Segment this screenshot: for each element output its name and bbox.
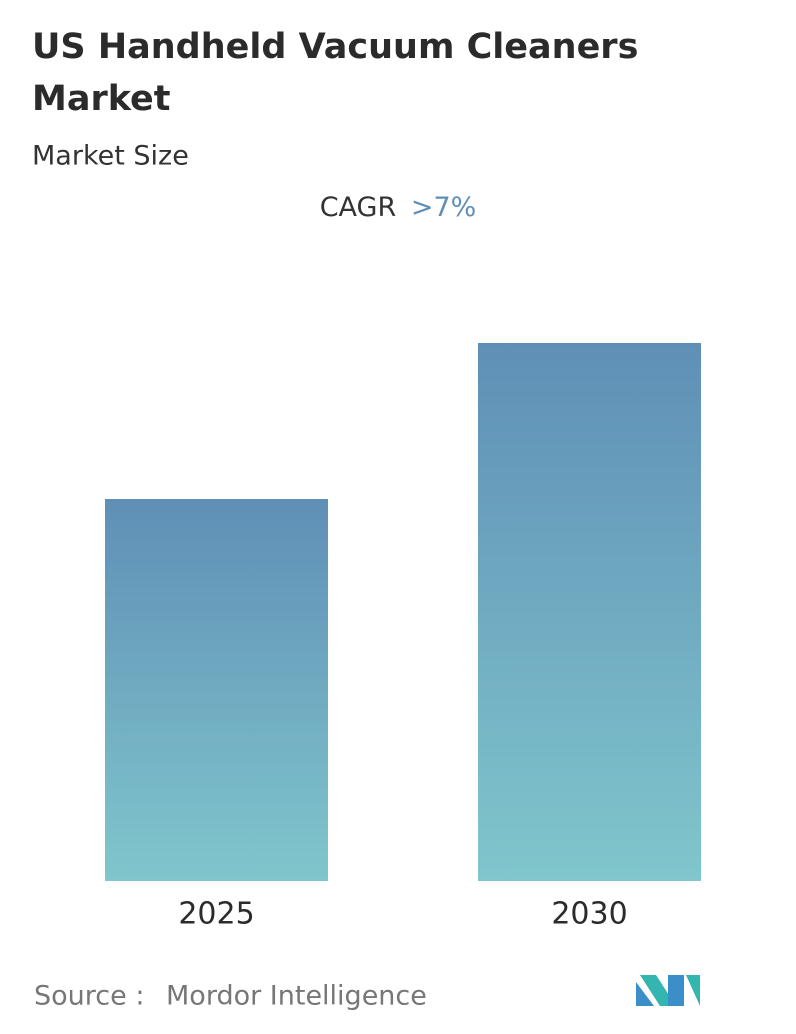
cagr: CAGR >7% bbox=[320, 192, 477, 223]
cagr-label: CAGR bbox=[320, 192, 397, 223]
chart-title: US Handheld Vacuum Cleaners bbox=[32, 27, 638, 67]
source-label: Source : bbox=[34, 981, 144, 1012]
bar bbox=[478, 343, 701, 881]
bar bbox=[105, 499, 328, 881]
cagr-value: >7% bbox=[411, 192, 476, 223]
source: Mordor Intelligence bbox=[166, 981, 427, 1012]
logo bbox=[636, 975, 700, 1006]
chart-subtitle: Market Size bbox=[32, 141, 189, 172]
x-tick-label: 2025 bbox=[178, 897, 254, 932]
x-tick-label: 2030 bbox=[551, 897, 627, 932]
chart-title: Market bbox=[32, 79, 171, 119]
